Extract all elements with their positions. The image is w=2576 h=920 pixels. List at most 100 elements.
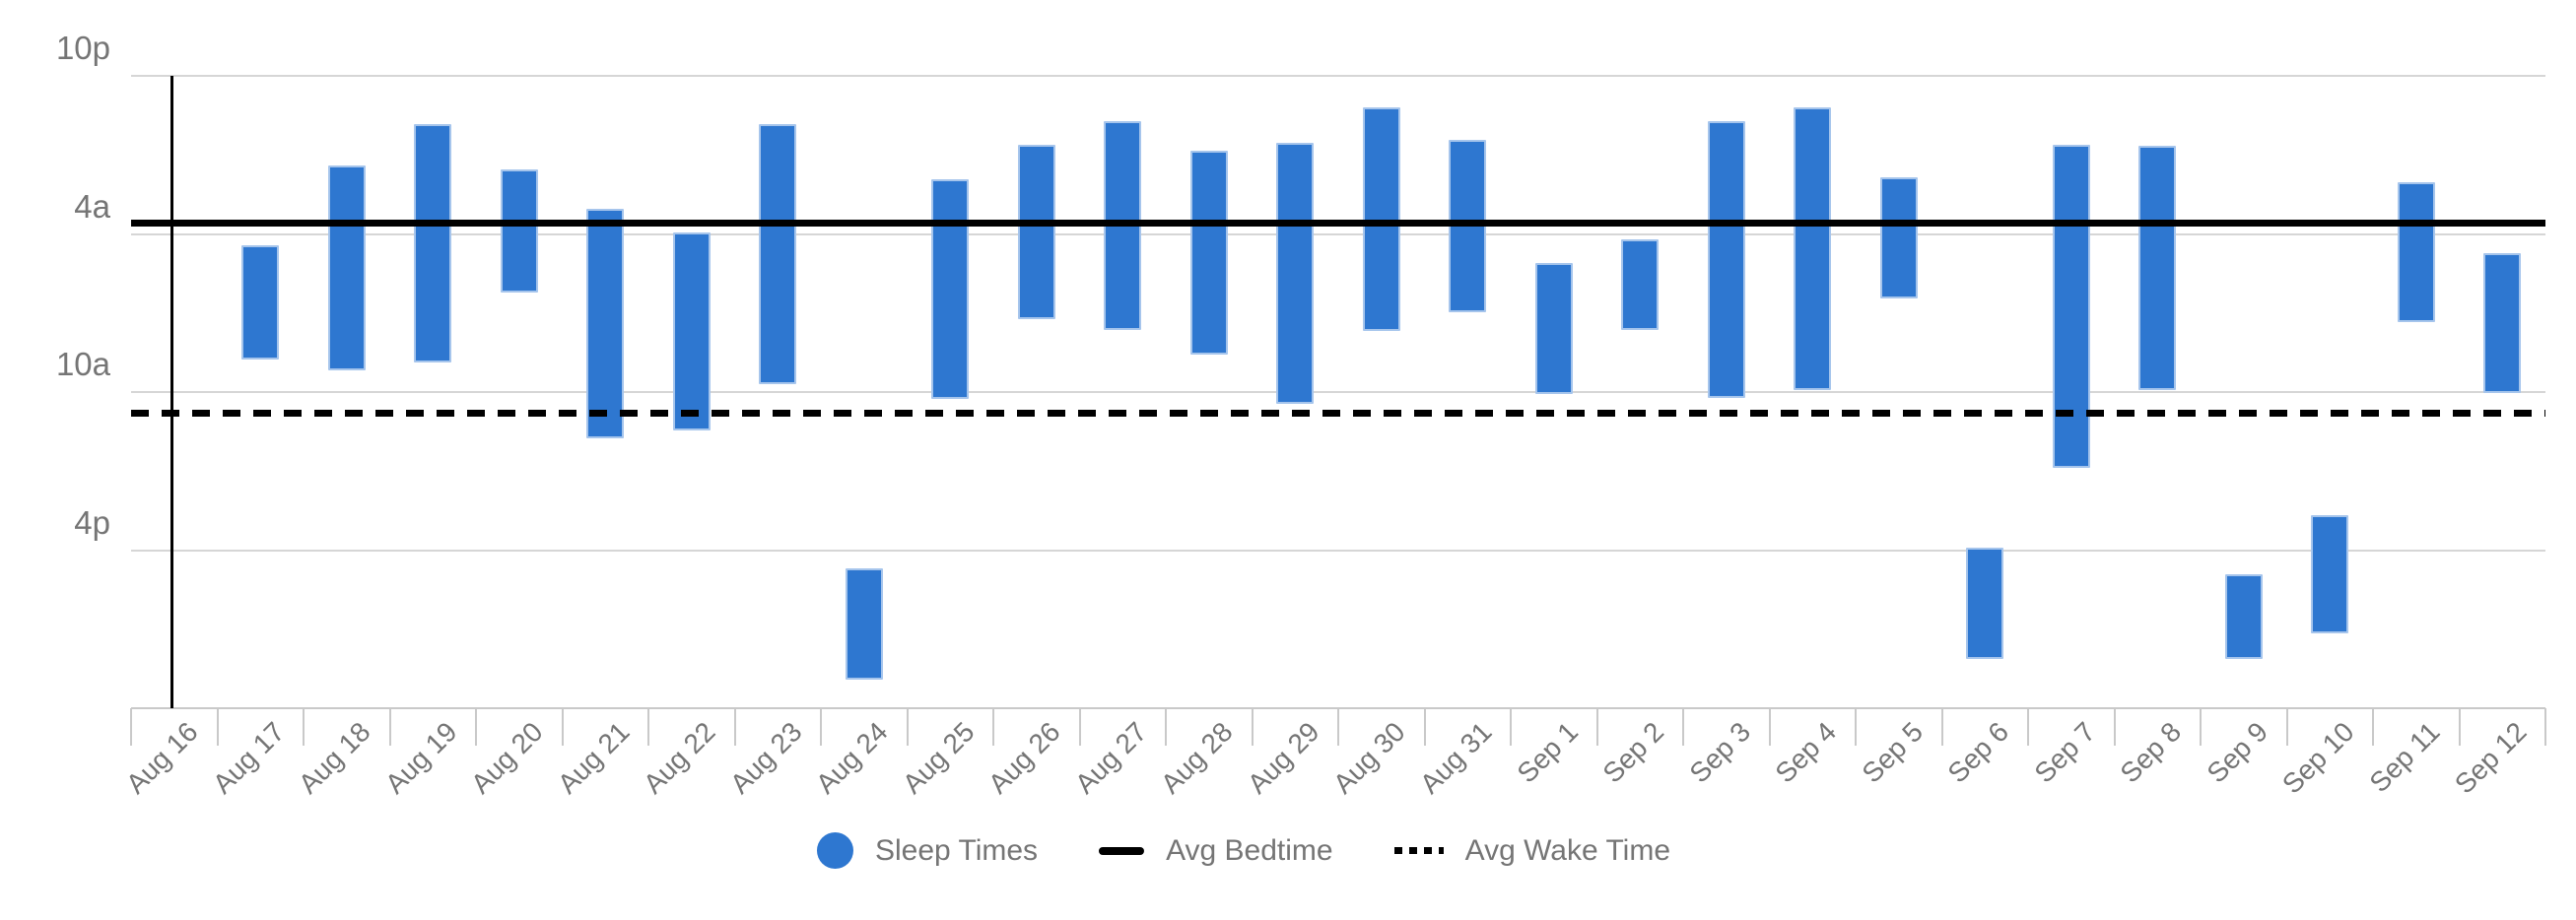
legend-item-avg-bedtime: Avg Bedtime <box>1099 834 1333 868</box>
x-axis-tick <box>1337 708 1339 746</box>
x-axis-label: Sep 7 <box>2028 716 2101 789</box>
sleep-bar[interactable] <box>500 168 538 293</box>
x-axis-label: Sep 3 <box>1683 716 1756 789</box>
x-axis-label: Sep 11 <box>2363 716 2446 799</box>
y-axis-label: 10a <box>55 346 110 382</box>
x-axis-tick <box>992 708 994 746</box>
x-axis-label: Sep 4 <box>1769 716 1843 789</box>
x-axis-label: Aug 19 <box>378 716 463 800</box>
sleep-bar[interactable] <box>1017 145 1055 319</box>
x-axis-label: Sep 12 <box>2448 716 2533 800</box>
x-axis-tick <box>1682 708 1684 746</box>
avg-bedtime-line <box>131 219 2545 227</box>
x-axis-label: Aug 20 <box>464 716 549 800</box>
x-axis-label: Aug 25 <box>896 716 981 800</box>
sleep-bar[interactable] <box>2138 145 2177 391</box>
sleep-bar[interactable] <box>414 123 452 363</box>
sleep-bar[interactable] <box>931 179 970 399</box>
sleep-bar[interactable] <box>2483 253 2522 394</box>
avg-bedtime-line-icon <box>1099 846 1145 855</box>
x-axis-label: Sep 9 <box>2201 716 2273 789</box>
x-axis-tick <box>303 708 305 746</box>
x-axis-label: Aug 23 <box>723 716 808 800</box>
x-axis-tick <box>561 708 564 746</box>
y-axis-line <box>169 76 173 708</box>
x-axis-tick <box>1940 708 1943 746</box>
x-axis-label: Aug 17 <box>206 716 291 800</box>
x-axis-label: Aug 31 <box>1413 716 1498 800</box>
x-axis-tick <box>1078 708 1081 746</box>
legend: Sleep Times Avg Bedtime Avg Wake Time <box>816 832 1671 869</box>
x-axis-label: Aug 30 <box>1326 716 1411 800</box>
sleep-bar[interactable] <box>586 209 625 439</box>
x-axis-tick <box>388 708 391 746</box>
avg-wake-time-line <box>131 410 2545 418</box>
x-axis-tick <box>647 708 649 746</box>
x-axis-tick <box>1510 708 1512 746</box>
sleep-bar[interactable] <box>2224 574 2263 659</box>
sleep-bar[interactable] <box>1362 107 1400 331</box>
sleep-bar[interactable] <box>1879 176 1918 299</box>
sleep-bar[interactable] <box>327 164 366 371</box>
sleep-bar[interactable] <box>2311 514 2349 634</box>
x-axis-label: Sep 5 <box>1856 716 1929 789</box>
sleep-bar[interactable] <box>1534 262 1573 394</box>
sleep-bar[interactable] <box>845 567 883 681</box>
sleep-bar[interactable] <box>1189 150 1228 355</box>
sleep-bar[interactable] <box>1966 548 2004 659</box>
y-gridline <box>131 549 2545 552</box>
x-axis-tick <box>2285 708 2288 746</box>
x-axis-tick <box>2544 708 2546 746</box>
sleep-bar[interactable] <box>2052 145 2090 469</box>
y-gridline <box>131 232 2545 235</box>
x-axis-tick <box>216 708 219 746</box>
sleep-bar[interactable] <box>2397 182 2435 323</box>
x-axis-label: Sep 10 <box>2275 716 2360 800</box>
x-axis-label: Aug 24 <box>809 716 894 800</box>
x-axis-tick <box>1855 708 1857 746</box>
x-axis-label: Aug 16 <box>119 716 204 800</box>
sleep-bar[interactable] <box>1794 107 1832 391</box>
y-gridline <box>131 75 2545 77</box>
x-axis-label: Aug 27 <box>1068 716 1153 800</box>
x-axis-tick <box>1165 708 1167 746</box>
x-axis-tick <box>2372 708 2374 746</box>
x-axis-tick <box>1423 708 1426 746</box>
avg-wake-time-line-icon <box>1393 847 1444 854</box>
x-axis-tick <box>2027 708 2029 746</box>
sleep-bar[interactable] <box>759 123 797 384</box>
x-axis-tick <box>906 708 909 746</box>
legend-item-sleep-times: Sleep Times <box>816 832 1039 869</box>
x-axis-tick <box>820 708 822 746</box>
sleep-times-circle-icon <box>816 832 853 869</box>
x-axis-label: Sep 8 <box>2114 716 2188 789</box>
x-axis-label: Aug 28 <box>1154 716 1239 800</box>
legend-label-avg-wake-time: Avg Wake Time <box>1464 833 1671 867</box>
x-axis-label: Aug 29 <box>1241 716 1325 800</box>
y-axis-label: 4p <box>74 503 110 541</box>
sleep-bar[interactable] <box>1707 121 1745 398</box>
x-axis-tick <box>2200 708 2202 746</box>
sleep-bar[interactable] <box>1276 142 1315 405</box>
sleep-bar[interactable] <box>1621 239 1660 330</box>
x-axis-tick <box>475 708 477 746</box>
x-axis-label: Aug 22 <box>637 716 721 800</box>
legend-item-avg-wake-time: Avg Wake Time <box>1393 833 1671 868</box>
sleep-bar[interactable] <box>241 245 280 361</box>
sleep-bar[interactable] <box>672 231 711 431</box>
x-axis-label: Aug 26 <box>982 716 1066 800</box>
x-axis-tick <box>130 708 132 746</box>
x-axis-label: Aug 21 <box>551 716 636 800</box>
legend-label-avg-bedtime: Avg Bedtime <box>1166 833 1333 867</box>
x-axis-label: Aug 18 <box>292 716 376 800</box>
x-axis-tick <box>733 708 736 746</box>
y-axis-label: 10p <box>55 30 110 66</box>
legend-label-sleep-times: Sleep Times <box>874 833 1039 867</box>
x-axis-label: Sep 2 <box>1596 716 1670 789</box>
x-axis-tick <box>1595 708 1598 746</box>
x-axis-tick <box>1768 708 1771 746</box>
x-axis-tick <box>2113 708 2116 746</box>
y-gridline <box>131 391 2545 393</box>
y-axis-label: 4a <box>74 187 110 225</box>
